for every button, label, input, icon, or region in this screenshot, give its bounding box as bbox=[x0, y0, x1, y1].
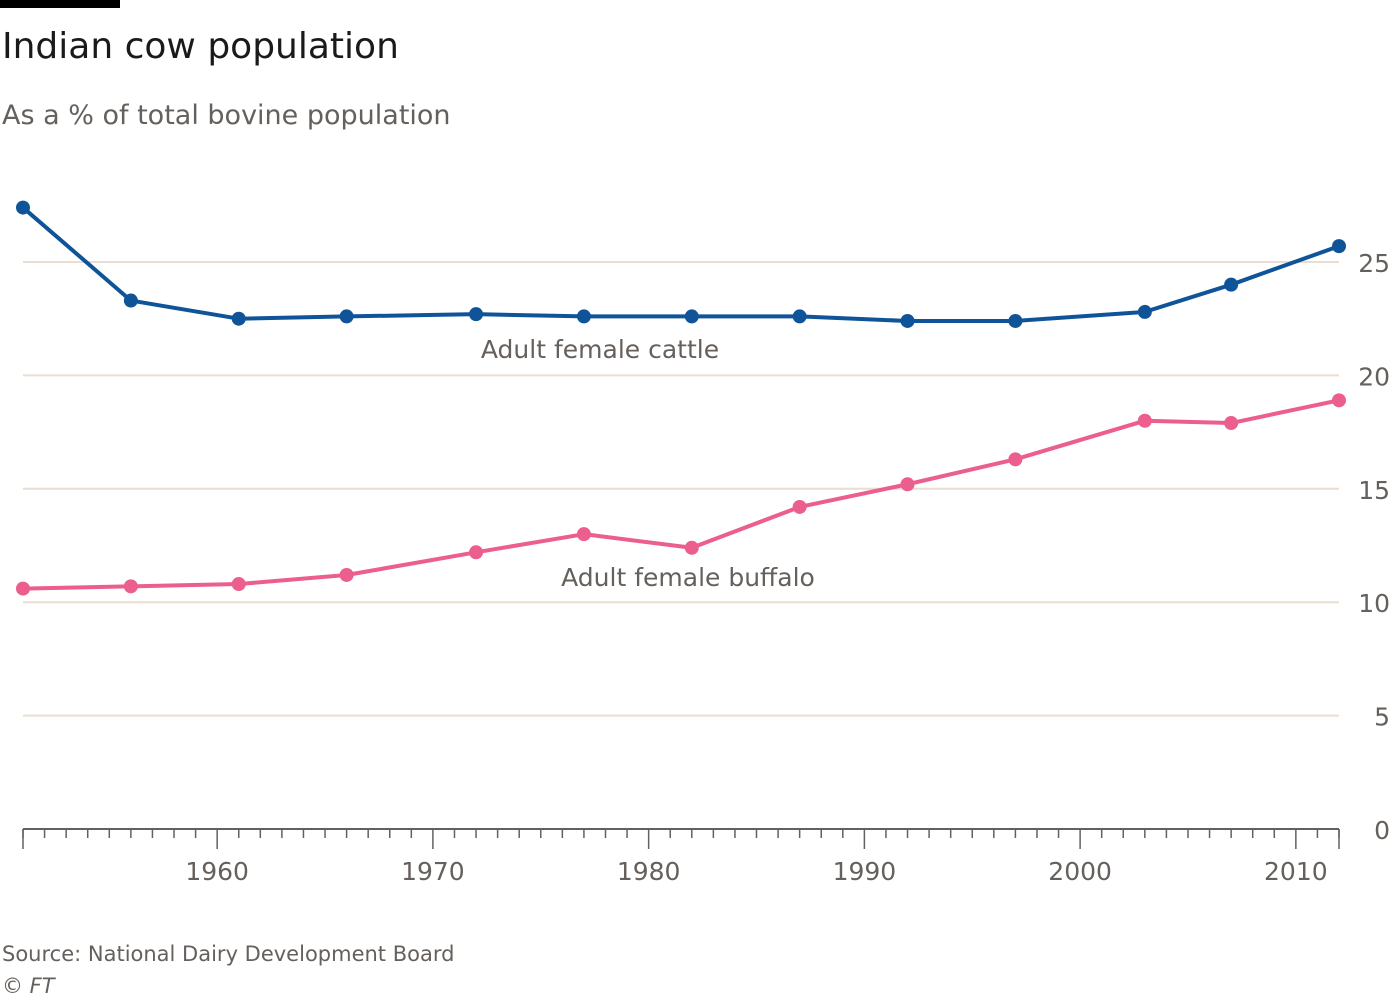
x-tick-label: 1960 bbox=[185, 857, 249, 886]
series-line bbox=[22, 398, 1340, 591]
data-point bbox=[792, 499, 807, 514]
data-point bbox=[123, 293, 138, 308]
data-point bbox=[1008, 452, 1023, 467]
data-point bbox=[339, 309, 354, 324]
data-point bbox=[231, 311, 246, 326]
series-label: Adult female cattle bbox=[481, 335, 719, 364]
data-point bbox=[339, 567, 354, 582]
data-point bbox=[900, 313, 915, 328]
data-point bbox=[1224, 277, 1239, 292]
data-point bbox=[1332, 393, 1346, 408]
chart-subtitle: As a % of total bovine population bbox=[2, 100, 451, 131]
x-tick-label: 2000 bbox=[1048, 857, 1112, 886]
data-point bbox=[1224, 416, 1239, 431]
x-tick-label: 1990 bbox=[833, 857, 897, 886]
data-point bbox=[1008, 313, 1023, 328]
y-tick-label: 20 bbox=[1358, 362, 1390, 391]
ft-top-bar bbox=[0, 0, 120, 8]
y-tick-label: 25 bbox=[1358, 249, 1390, 278]
data-point bbox=[231, 577, 246, 592]
x-tick-label: 2010 bbox=[1264, 857, 1328, 886]
data-point bbox=[576, 527, 591, 542]
data-point bbox=[576, 309, 591, 324]
y-tick-label: 0 bbox=[1374, 816, 1390, 845]
chart-title: Indian cow population bbox=[2, 26, 399, 67]
data-point bbox=[469, 307, 484, 322]
data-point bbox=[900, 477, 915, 492]
data-point bbox=[1137, 413, 1152, 428]
data-point bbox=[16, 581, 30, 596]
data-point bbox=[1332, 239, 1346, 254]
data-point bbox=[1137, 304, 1152, 319]
x-tick-label: 1970 bbox=[401, 857, 465, 886]
credit: © FT bbox=[2, 974, 55, 998]
y-tick-label: 15 bbox=[1358, 476, 1390, 505]
x-tick-label: 1980 bbox=[617, 857, 681, 886]
data-point bbox=[792, 309, 807, 324]
data-point bbox=[684, 309, 699, 324]
series-label: Adult female buffalo bbox=[561, 563, 815, 592]
data-point bbox=[684, 540, 699, 555]
source-note: Source: National Dairy Development Board bbox=[2, 942, 455, 966]
series-line bbox=[21, 206, 1340, 323]
data-point bbox=[469, 545, 484, 560]
data-point bbox=[123, 579, 138, 594]
y-tick-label: 5 bbox=[1374, 703, 1390, 732]
data-point bbox=[16, 200, 30, 215]
y-tick-label: 10 bbox=[1358, 589, 1390, 618]
